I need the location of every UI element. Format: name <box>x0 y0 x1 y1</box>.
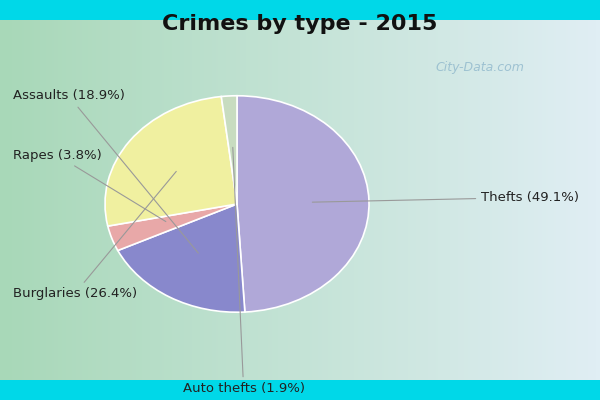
Text: Burglaries (26.4%): Burglaries (26.4%) <box>13 172 176 300</box>
Wedge shape <box>118 204 245 312</box>
Text: City-Data.com: City-Data.com <box>436 62 524 74</box>
Wedge shape <box>105 96 237 226</box>
Text: Assaults (18.9%): Assaults (18.9%) <box>13 89 199 253</box>
Wedge shape <box>108 204 237 250</box>
Text: Auto thefts (1.9%): Auto thefts (1.9%) <box>182 147 305 395</box>
Wedge shape <box>237 96 369 312</box>
Text: Crimes by type - 2015: Crimes by type - 2015 <box>163 14 437 34</box>
Wedge shape <box>221 96 237 204</box>
Text: Thefts (49.1%): Thefts (49.1%) <box>313 191 579 204</box>
Text: Rapes (3.8%): Rapes (3.8%) <box>13 149 166 222</box>
